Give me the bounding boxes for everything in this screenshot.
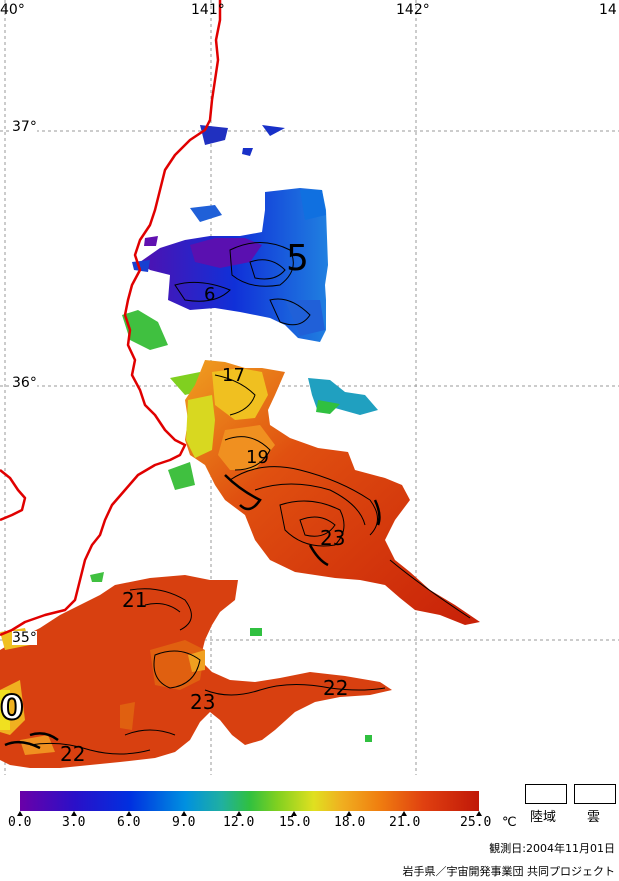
colorbar-label: 6.0 bbox=[117, 815, 141, 830]
land-legend-label: 陸域 bbox=[530, 810, 557, 825]
credit-line: 岩手県／宇宙開発事業団 共同プロジェクト bbox=[402, 865, 616, 878]
contour-label: 21 bbox=[122, 588, 148, 612]
colorbar-label: 18.0 bbox=[334, 815, 366, 830]
contour-label: 23 bbox=[190, 690, 216, 714]
colorbar-label: 25.0 bbox=[460, 815, 492, 830]
coastline bbox=[0, 0, 222, 637]
colorbar-tick bbox=[71, 811, 77, 816]
contour-label: 22 bbox=[323, 676, 349, 700]
colorbar-tick bbox=[236, 811, 242, 816]
latitude-label-37: 37° bbox=[12, 119, 37, 135]
longitude-label-143: 14 bbox=[599, 2, 617, 18]
contour-label: 6 bbox=[204, 284, 216, 305]
colorbar-label: 9.0 bbox=[172, 815, 196, 830]
southern-warm-region bbox=[0, 575, 392, 768]
contour-label: 17 bbox=[222, 365, 245, 386]
contour-label: 19 bbox=[246, 447, 269, 468]
cloud-legend-swatch bbox=[574, 784, 616, 804]
colorbar-tick bbox=[476, 811, 482, 816]
longitude-label-140: 40° bbox=[0, 2, 25, 18]
colorbar-tick bbox=[126, 811, 132, 816]
latitude-label-36: 36° bbox=[12, 375, 37, 391]
colorbar-tick bbox=[401, 811, 407, 816]
colorbar-label: 21.0 bbox=[389, 815, 421, 830]
temperature-colorbar bbox=[20, 791, 479, 811]
contour-label: 22 bbox=[60, 742, 86, 766]
sea-surface-temperature-map bbox=[0, 0, 619, 775]
cloud-legend-label: 雲 bbox=[587, 810, 601, 825]
colorbar-tick bbox=[17, 811, 23, 816]
colorbar-tick bbox=[346, 811, 352, 816]
colorbar-unit: ℃ bbox=[502, 815, 517, 830]
longitude-label-142: 142° bbox=[396, 2, 430, 18]
colorbar-tick bbox=[181, 811, 187, 816]
contour-label: 0 bbox=[0, 687, 25, 729]
colorbar-tick bbox=[291, 811, 297, 816]
warm-water-region bbox=[185, 360, 480, 625]
latitude-label-35: 35° bbox=[12, 630, 37, 646]
colorbar-label: 15.0 bbox=[279, 815, 311, 830]
colorbar-label: 12.0 bbox=[223, 815, 255, 830]
contour-label: 23 bbox=[320, 526, 346, 550]
longitude-label-141: 141° bbox=[191, 2, 225, 18]
land-legend-swatch bbox=[525, 784, 567, 804]
colorbar-label: 0.0 bbox=[8, 815, 32, 830]
colorbar-label: 3.0 bbox=[62, 815, 86, 830]
cold-water-region bbox=[132, 125, 328, 342]
contour-label: 5 bbox=[286, 238, 309, 279]
observation-date: 観測日:2004年11月01日 bbox=[489, 842, 615, 855]
